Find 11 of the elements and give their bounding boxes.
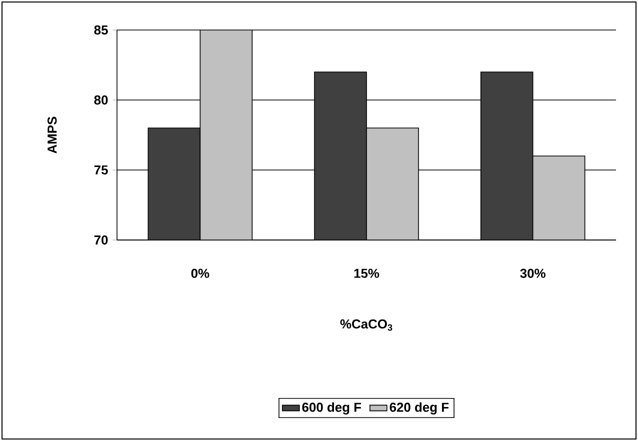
x-axis-title: %CaCO$_{3}$ bbox=[340, 319, 392, 331]
legend-label: 600 deg F bbox=[302, 402, 362, 414]
x-tick-label: 0% bbox=[191, 268, 210, 278]
y-tick-label: 85 bbox=[94, 25, 108, 35]
y-tick-label: 75 bbox=[94, 165, 108, 175]
y-tick-label: 70 bbox=[94, 235, 108, 245]
y-tick-label: 80 bbox=[94, 95, 108, 105]
legend-label: 620 deg F bbox=[390, 402, 449, 414]
y-axis-title: AMPS bbox=[48, 116, 57, 154]
x-tick-label: 30% bbox=[520, 268, 546, 278]
x-tick-label: 15% bbox=[354, 268, 380, 278]
